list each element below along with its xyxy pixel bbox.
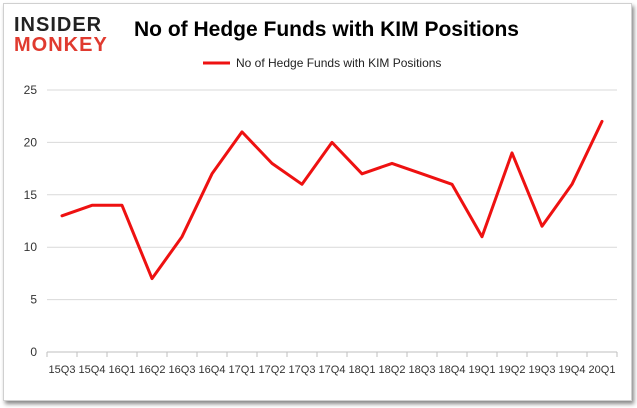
x-tick-label: 18Q2	[379, 364, 406, 376]
y-tick-label: 20	[24, 135, 38, 149]
logo-line1: INSIDER	[14, 14, 103, 36]
chart-frame: INSIDER MONKEY No of Hedge Funds with KI…	[3, 3, 632, 401]
x-tick-label: 19Q1	[469, 364, 496, 376]
legend-label: No of Hedge Funds with KIM Positions	[236, 56, 441, 70]
series-line	[60, 119, 604, 281]
x-tick-label: 18Q1	[349, 364, 376, 376]
y-tick-label: 10	[24, 240, 38, 254]
chart-title: No of Hedge Funds with KIM Positions	[134, 18, 519, 41]
x-tick-label: 16Q1	[109, 364, 136, 376]
x-tick-label: 15Q4	[79, 364, 106, 376]
x-tick-label: 17Q3	[289, 364, 316, 376]
y-tick-label: 25	[24, 83, 38, 97]
y-tick-label: 5	[30, 293, 37, 307]
x-tick-label: 17Q4	[319, 364, 346, 376]
x-tick-label: 20Q1	[589, 364, 616, 376]
y-tick-label: 15	[24, 188, 38, 202]
x-tick-label: 16Q3	[169, 364, 196, 376]
x-tick-label: 19Q2	[499, 364, 526, 376]
x-tick-label: 19Q3	[529, 364, 556, 376]
x-tick-label: 16Q2	[139, 364, 166, 376]
x-tick-label: 17Q1	[229, 364, 256, 376]
y-tick-label: 0	[30, 345, 37, 359]
insider-monkey-logo: INSIDER MONKEY	[14, 14, 124, 56]
x-tick-label: 16Q4	[199, 364, 226, 376]
x-tick-label: 18Q4	[439, 364, 466, 376]
x-tick-label: 18Q3	[409, 364, 436, 376]
x-tick-label: 19Q4	[559, 364, 586, 376]
logo-line2: MONKEY	[14, 34, 108, 56]
x-tick-label: 15Q3	[49, 364, 76, 376]
x-tick-label: 17Q2	[259, 364, 286, 376]
